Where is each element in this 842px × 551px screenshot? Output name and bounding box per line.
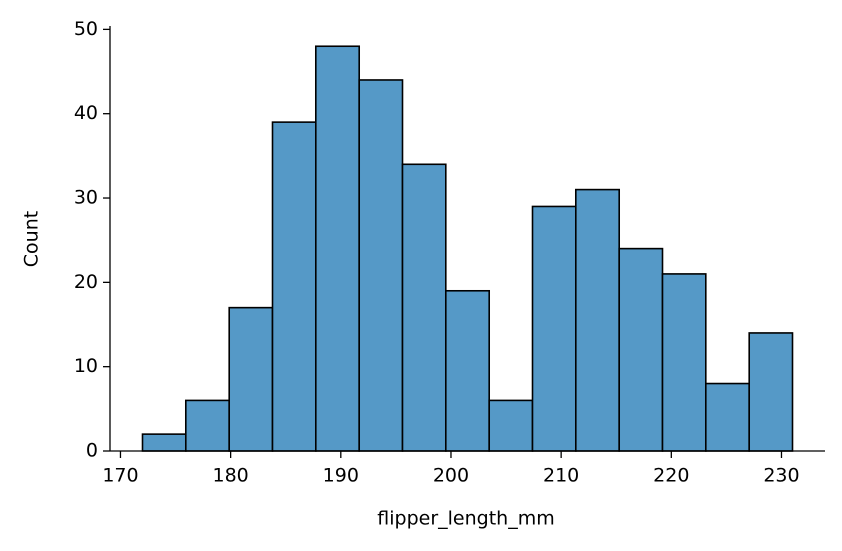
- x-axis-label: flipper_length_mm: [377, 508, 554, 530]
- x-tick-label: 190: [323, 465, 359, 487]
- y-tick-label: 20: [74, 271, 98, 293]
- bar: [358, 79, 404, 452]
- bar: [271, 121, 317, 452]
- x-tick-label: 180: [213, 465, 249, 487]
- bar: [314, 45, 361, 452]
- y-tick-label: 30: [74, 187, 98, 209]
- y-tick-label: 50: [74, 18, 98, 40]
- y-axis-label: Count: [21, 211, 43, 267]
- bar: [488, 399, 534, 452]
- bar: [531, 205, 577, 452]
- bar: [704, 382, 751, 452]
- bar: [574, 188, 621, 452]
- x-tick-label: 210: [543, 465, 579, 487]
- bar: [661, 273, 707, 452]
- x-tick-label: 230: [763, 465, 799, 487]
- bar: [184, 399, 231, 452]
- bar: [748, 332, 794, 452]
- bar: [228, 306, 274, 452]
- bar: [141, 433, 187, 452]
- bar: [401, 163, 447, 452]
- y-tick-label: 10: [74, 355, 98, 377]
- y-tick-label: 40: [74, 102, 98, 124]
- bar: [618, 247, 664, 452]
- y-tick-label: 0: [86, 440, 98, 462]
- x-tick-label: 200: [433, 465, 469, 487]
- bar: [444, 289, 491, 452]
- x-tick-label: 170: [102, 465, 138, 487]
- x-tick-label: 220: [653, 465, 689, 487]
